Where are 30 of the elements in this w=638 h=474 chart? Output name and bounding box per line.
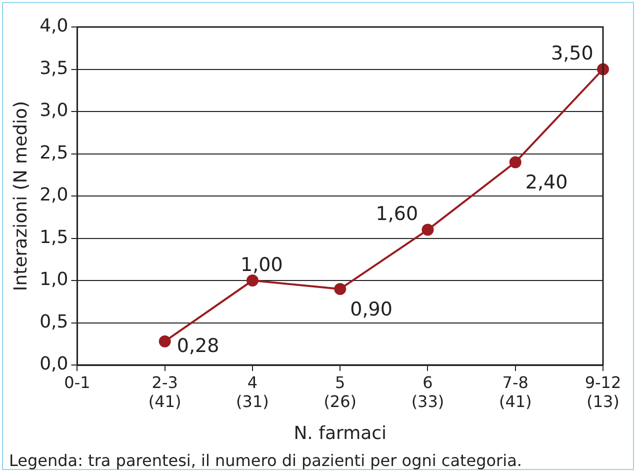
x-tick-label: 7-8 (41): [498, 372, 532, 411]
y-tick-label: 1,5: [40, 226, 68, 248]
point: [509, 156, 522, 168]
y-axis-title: Interazioni (N medio): [10, 100, 32, 292]
y-tick-label: 0,5: [40, 311, 68, 332]
data-label: 2,40: [525, 172, 568, 194]
point: [246, 274, 258, 286]
x-axis-title: N. farmaci: [294, 422, 387, 444]
data-label: 1,60: [376, 203, 418, 226]
y-tick-label: 4,0: [40, 16, 68, 37]
y-tick-label: 2,0: [40, 184, 68, 206]
y-tick-label: 3,5: [40, 58, 68, 79]
data-label: 1,00: [240, 254, 283, 276]
x-tick-label: 0-1: [64, 372, 90, 392]
y-tick-label: 0,0: [40, 354, 68, 375]
point: [422, 224, 434, 236]
data-label: 3,50: [551, 42, 594, 65]
y-tick-label: 1,0: [40, 269, 68, 290]
text: Legenda: tra parentesi, il numero di pazienti per ogni categoria.: [9, 451, 522, 470]
y-tick-label: 3,0: [40, 100, 68, 122]
y-tick-label: 2,5: [40, 142, 68, 164]
x-tick-label: 4 (31): [236, 372, 269, 411]
x-tick-label: 2-3 (41): [148, 372, 182, 411]
x-tick-label: 6 (33): [411, 372, 444, 411]
x-tick-label: 9-12 (13): [584, 372, 622, 411]
data-label: 0,28: [176, 334, 220, 357]
point: [334, 282, 346, 295]
x-tick-label: 5 (26): [324, 372, 357, 411]
data-label: 0,90: [350, 298, 392, 320]
point: [158, 335, 171, 348]
